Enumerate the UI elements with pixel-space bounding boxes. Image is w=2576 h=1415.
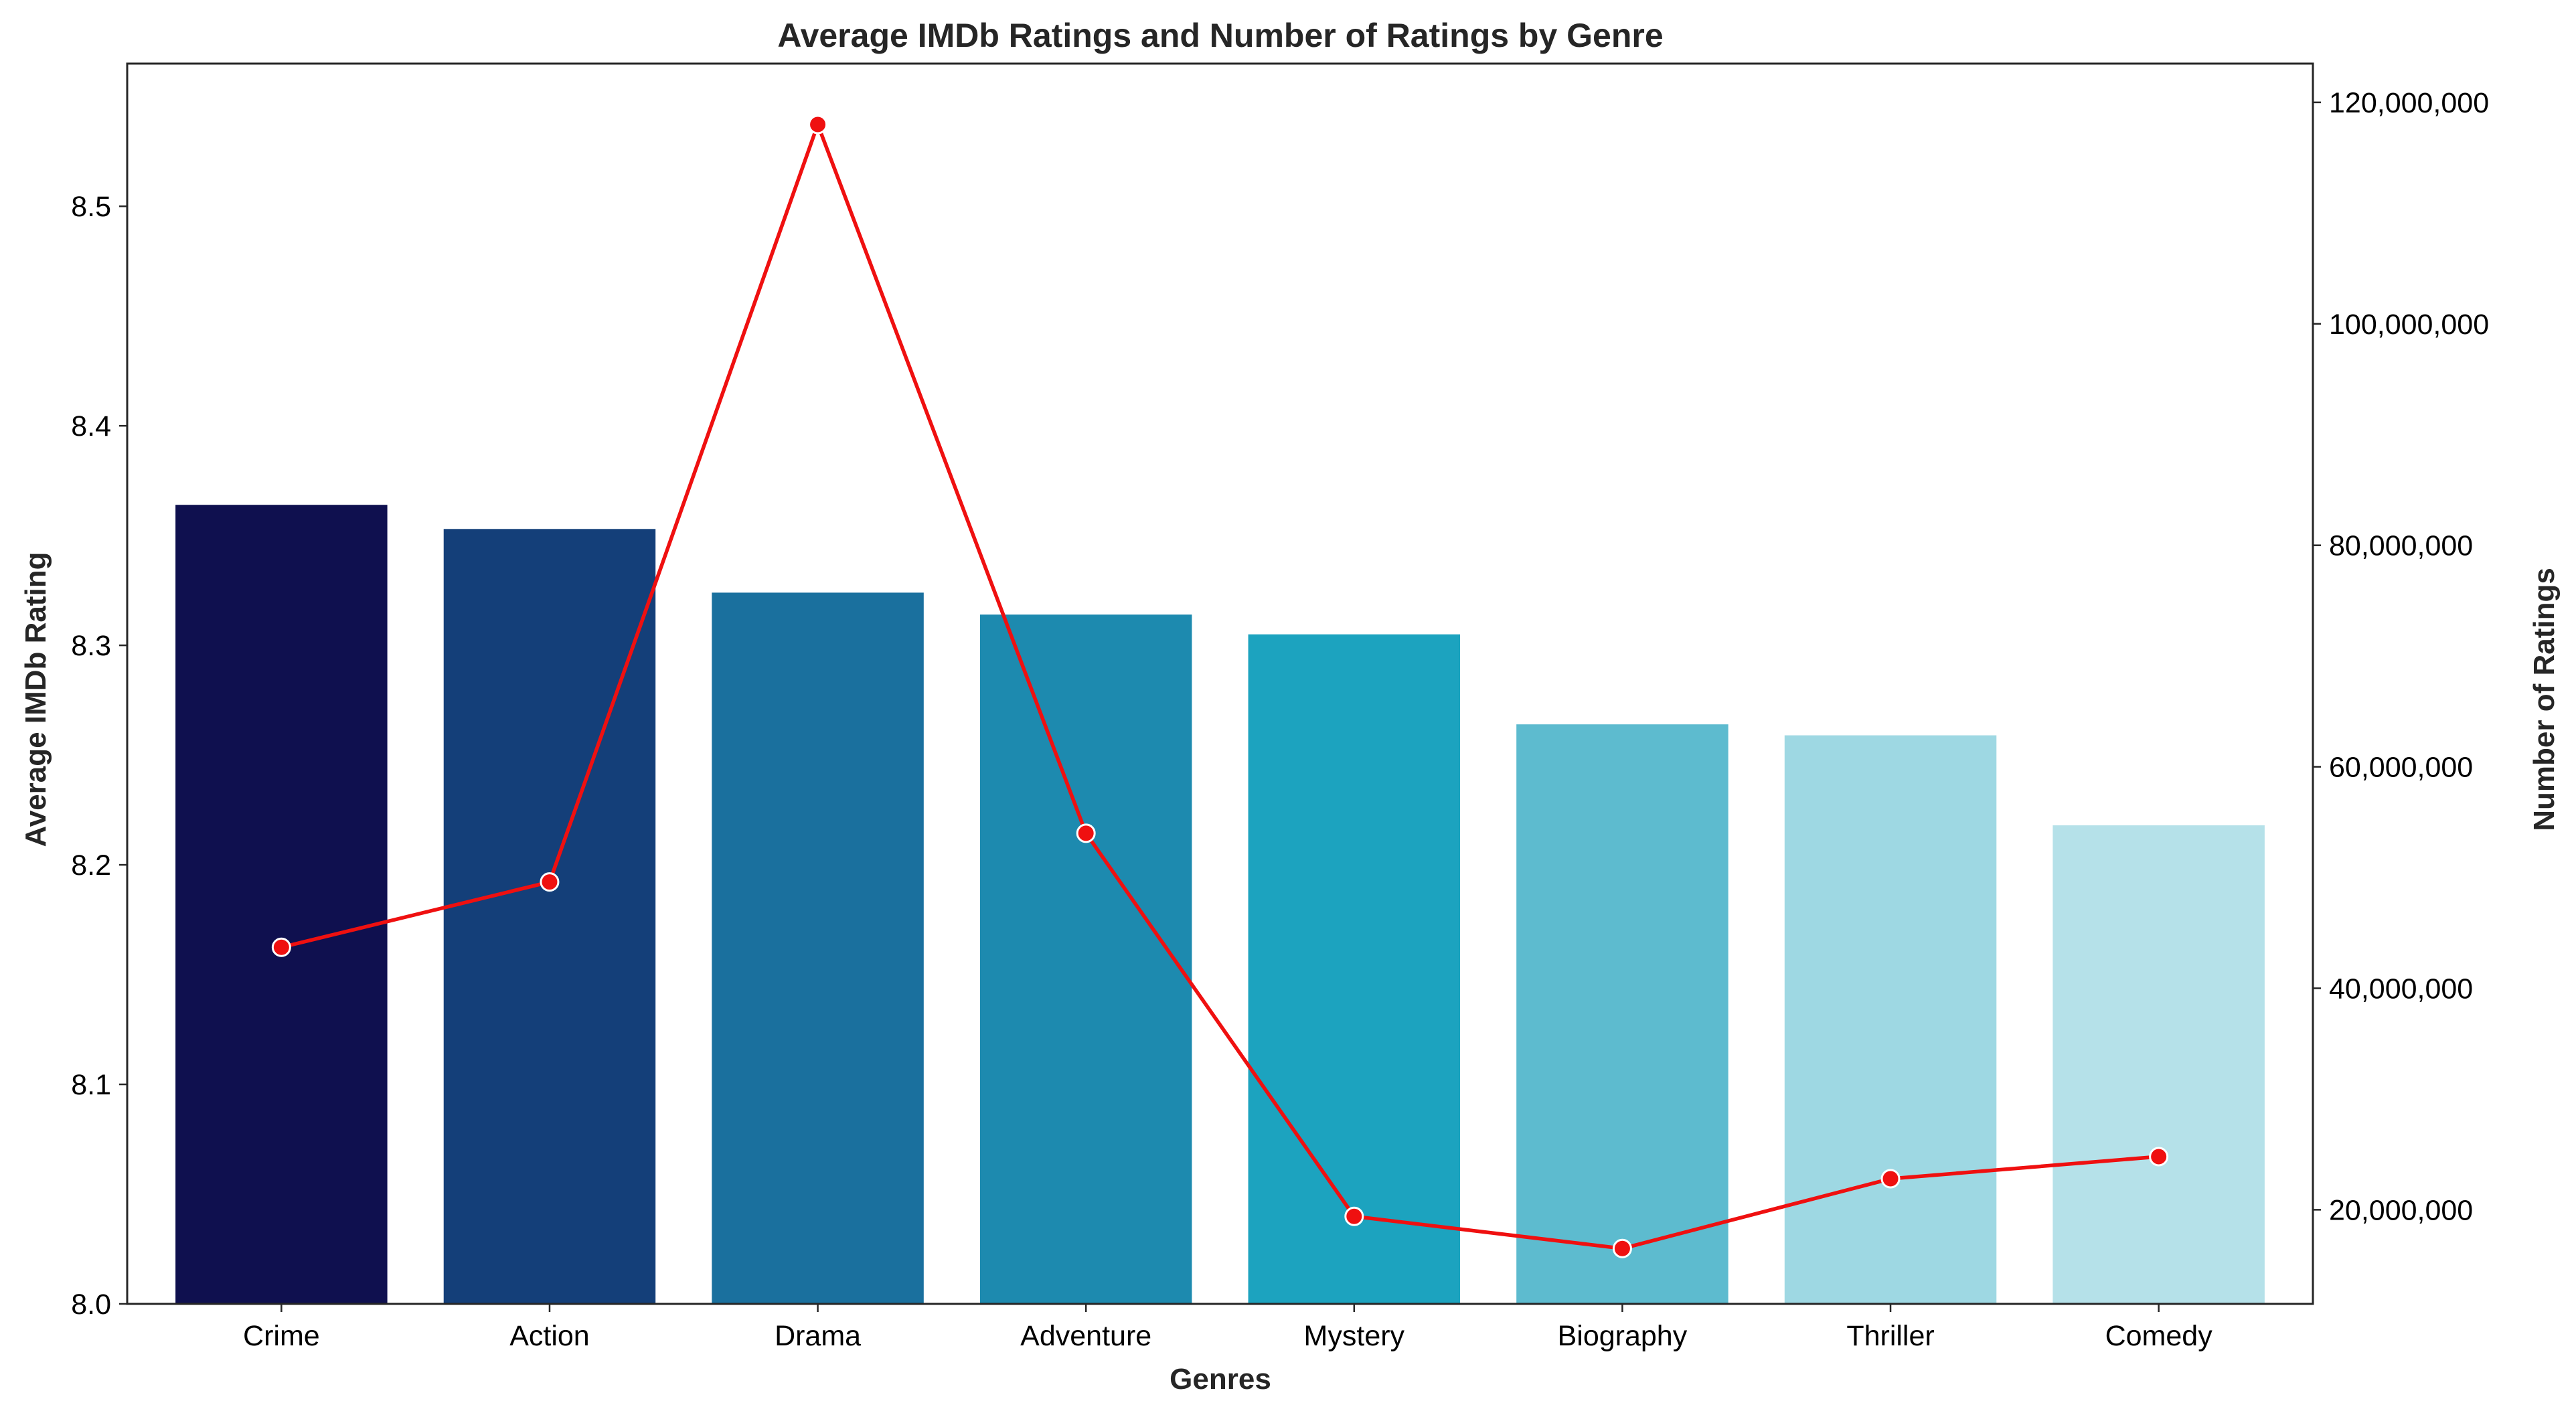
bar-mystery [1248, 634, 1461, 1304]
x-tick-label-adventure: Adventure [1020, 1320, 1151, 1352]
x-tick-label-action: Action [509, 1320, 590, 1352]
bar-thriller [1784, 735, 1997, 1304]
x-tick-label-crime: Crime [243, 1320, 320, 1352]
bars-layer [175, 505, 2265, 1305]
x-tick-label-thriller: Thriller [1846, 1320, 1934, 1352]
x-axis-label: Genres [1170, 1363, 1271, 1396]
y-tick-label: 8.2 [71, 849, 111, 882]
line-point-biography [1612, 1238, 1632, 1258]
line-point-thriller [1880, 1169, 1901, 1189]
y2-tick-label: 20,000,000 [2329, 1194, 2473, 1226]
y-tick-label: 8.4 [71, 410, 111, 442]
bar-adventure [979, 614, 1192, 1304]
plot-frame [126, 62, 2314, 1305]
y2-tick-label: 40,000,000 [2329, 973, 2473, 1005]
bar-crime [175, 505, 388, 1304]
axes-layer: Crime Action Drama Adventure Mystery Biograph… [71, 62, 2489, 1352]
x-tick-label-comedy: Comedy [2105, 1320, 2213, 1352]
y2-tick-label: 100,000,000 [2329, 309, 2489, 341]
line-point-action [540, 872, 560, 892]
bar-comedy [2052, 825, 2265, 1304]
y2-axis-label: Number of Ratings [2528, 568, 2561, 831]
line-point-crime [271, 937, 291, 957]
bar-biography [1516, 724, 1728, 1304]
y-tick-label: 8.5 [71, 191, 111, 223]
bar-action [443, 529, 656, 1305]
line-point-mystery [1344, 1206, 1364, 1226]
bar-drama [712, 592, 924, 1304]
line-layer [271, 114, 2169, 1258]
y2-tick-label: 80,000,000 [2329, 530, 2473, 562]
line-point-comedy [2149, 1147, 2169, 1167]
y2-tick-label: 120,000,000 [2329, 87, 2489, 119]
line-point-adventure [1076, 823, 1096, 843]
y-tick-label: 8.1 [71, 1069, 111, 1101]
y2-tick-label: 60,000,000 [2329, 752, 2473, 784]
ratings-count-line [280, 122, 2159, 1251]
y-tick-label: 8.0 [71, 1288, 111, 1321]
x-tick-label-biography: Biography [1558, 1320, 1688, 1352]
x-tick-label-mystery: Mystery [1304, 1320, 1405, 1352]
chart-title: Average IMDb Ratings and Number of Ratin… [777, 17, 1663, 54]
y-axis-label: Average IMDb Rating [19, 552, 52, 847]
y-tick-label: 8.3 [71, 630, 111, 662]
x-tick-label-drama: Drama [775, 1320, 861, 1352]
line-point-drama [808, 114, 828, 135]
